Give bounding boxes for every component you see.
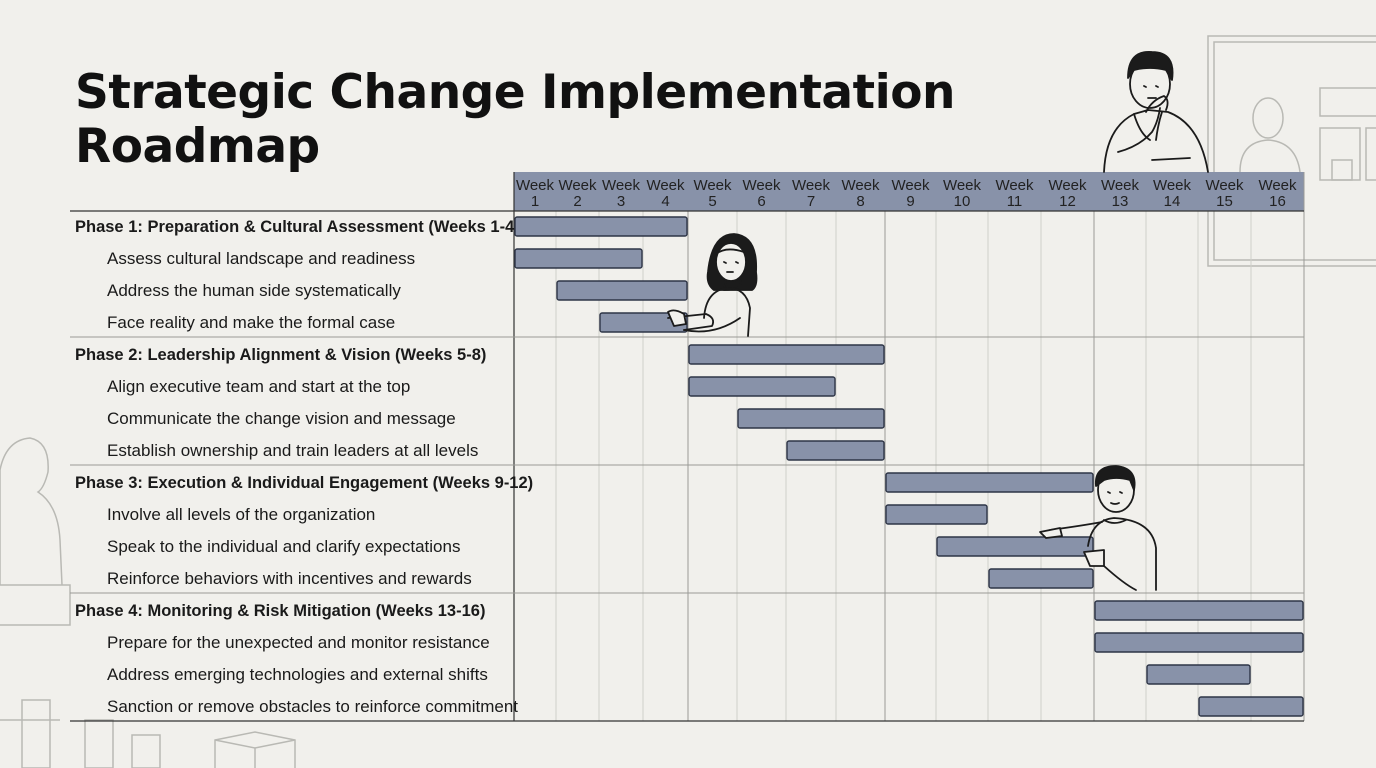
week-header-label: Week: [1205, 177, 1244, 194]
week-header-label: Week: [1258, 177, 1297, 194]
task-label: Speak to the individual and clarify expe…: [107, 537, 460, 556]
week-header-number: 11: [1007, 193, 1023, 210]
week-header-label: Week: [558, 177, 597, 194]
task-label: Address the human side systematically: [107, 281, 401, 300]
week-header-label: Week: [943, 177, 982, 194]
phase-label: Phase 4: Monitoring & Risk Mitigation (W…: [75, 602, 485, 620]
week-header-number: 14: [1164, 193, 1181, 210]
week-header-number: 2: [573, 193, 581, 210]
phase-label: Phase 1: Preparation & Cultural Assessme…: [75, 218, 520, 236]
chart-grid: [70, 172, 1305, 722]
phase-label: Phase 2: Leadership Alignment & Vision (…: [75, 346, 486, 364]
week-header-number: 15: [1216, 193, 1233, 210]
week-header-band: [514, 172, 1304, 211]
week-header-number: 16: [1269, 193, 1286, 210]
task-bar: [1146, 664, 1251, 685]
week-header-label: Week: [646, 177, 685, 194]
background-illustrations: [0, 35, 1376, 768]
week-header-number: 5: [708, 193, 716, 210]
week-header-label: Week: [891, 177, 930, 194]
week-header-label: Week: [841, 177, 880, 194]
week-header-label: Week: [602, 177, 641, 194]
task-label: Establish ownership and train leaders at…: [107, 441, 478, 460]
task-label: Address emerging technologies and extern…: [107, 665, 488, 684]
week-header-number: 3: [617, 193, 625, 210]
title-line-2: Roadmap: [75, 119, 320, 174]
phase-bar: [1094, 600, 1304, 621]
task-bar: [737, 408, 885, 429]
task-label: Assess cultural landscape and readiness: [107, 249, 415, 268]
week-header-label: Week: [516, 177, 555, 194]
task-label: Sanction or remove obstacles to reinforc…: [107, 697, 518, 716]
task-bar: [556, 280, 688, 301]
task-bar: [688, 376, 836, 397]
task-label: Involve all levels of the organization: [107, 505, 375, 524]
task-bar: [786, 440, 885, 461]
phase-bar: [514, 216, 688, 237]
task-label: Align executive team and start at the to…: [107, 377, 410, 396]
task-label: Reinforce behaviors with incentives and …: [107, 569, 472, 588]
audience-silhouette-illustration: [0, 437, 296, 768]
week-header-label: Week: [1048, 177, 1087, 194]
week-header-label: Week: [1153, 177, 1192, 194]
task-label: Communicate the change vision and messag…: [107, 409, 456, 428]
week-header-number: 8: [856, 193, 864, 210]
woman-holding-bar-illustration: [667, 233, 758, 337]
presenter-board-illustration: [1207, 35, 1376, 267]
phase-bar: [688, 344, 885, 365]
week-headers: Week1Week2Week3Week4Week5Week6Week7Week8…: [516, 177, 1297, 210]
week-header-label: Week: [693, 177, 732, 194]
task-bar: [599, 312, 688, 333]
week-header-number: 9: [906, 193, 914, 210]
week-header-number: 4: [661, 193, 669, 210]
task-bar: [1094, 632, 1304, 653]
task-bar: [936, 536, 1094, 557]
phase-label: Phase 3: Execution & Individual Engageme…: [75, 474, 533, 492]
week-header-number: 13: [1112, 193, 1129, 210]
week-header-label: Week: [742, 177, 781, 194]
week-header-number: 12: [1059, 193, 1076, 210]
task-bar: [514, 248, 643, 269]
page-title: Strategic Change Implementation Roadmap: [75, 66, 955, 174]
week-header-number: 7: [807, 193, 815, 210]
title-line-1: Strategic Change Implementation: [75, 65, 955, 120]
thinking-man-illustration: [1103, 51, 1209, 173]
task-label: Face reality and make the formal case: [107, 313, 395, 332]
task-label: Prepare for the unexpected and monitor r…: [107, 633, 490, 652]
task-labels: Phase 1: Preparation & Cultural Assessme…: [75, 218, 533, 716]
task-bars: [514, 216, 1304, 717]
task-bar: [1198, 696, 1304, 717]
week-header-number: 10: [954, 193, 971, 210]
task-bar: [885, 504, 988, 525]
week-header-label: Week: [995, 177, 1034, 194]
week-header-label: Week: [792, 177, 831, 194]
man-holding-bar-illustration: [1039, 465, 1157, 591]
phase-bar: [885, 472, 1094, 493]
week-header-label: Week: [1101, 177, 1140, 194]
task-bar: [988, 568, 1094, 589]
week-header-number: 6: [757, 193, 765, 210]
week-header-number: 1: [531, 193, 539, 210]
